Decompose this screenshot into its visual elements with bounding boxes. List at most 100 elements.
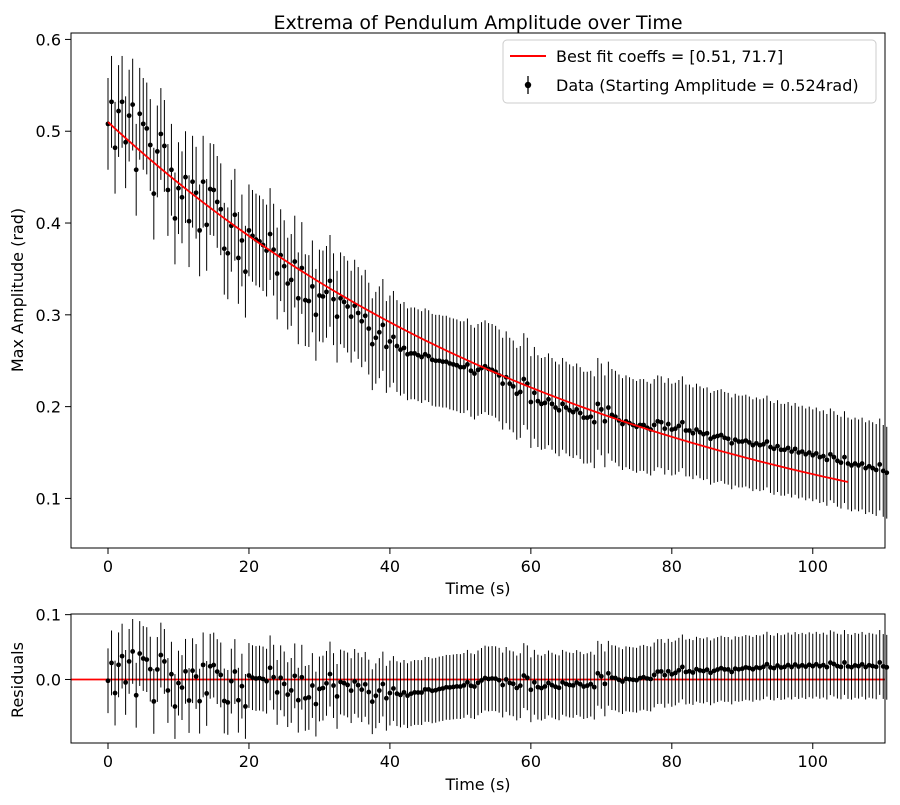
residual-point <box>158 652 164 658</box>
data-point <box>348 314 354 320</box>
main-x-tick-label: 40 <box>380 557 400 576</box>
residual-point <box>169 671 174 677</box>
residuals-x-tick-label: 40 <box>380 752 400 771</box>
data-point <box>870 465 876 471</box>
data-point <box>151 191 157 197</box>
residual-point <box>306 695 312 700</box>
data-point <box>144 126 150 131</box>
residual-point <box>436 686 442 692</box>
residual-point <box>362 681 368 687</box>
residual-point <box>200 662 206 668</box>
residual-point <box>204 691 210 696</box>
residual-point <box>327 671 333 677</box>
data-point <box>556 407 562 413</box>
data-point <box>383 344 389 350</box>
residual-point <box>299 674 305 680</box>
residuals-chart: 0 20 40 60 80 100 0.0 0.1 Time (s) Residuals <box>8 606 890 794</box>
data-point <box>225 250 231 256</box>
main-x-tick-label: 80 <box>662 557 682 576</box>
residual-point <box>281 681 287 687</box>
residual-point <box>820 662 826 668</box>
residual-point <box>486 676 491 682</box>
residual-point <box>546 680 551 686</box>
data-point <box>387 339 393 344</box>
residual-point <box>154 667 160 672</box>
data-point <box>687 428 692 433</box>
residual-point <box>285 692 291 698</box>
data-point <box>320 294 326 299</box>
residual-point <box>172 704 178 709</box>
residual-point <box>475 680 481 686</box>
residual-point <box>324 680 329 686</box>
data-point <box>169 167 174 173</box>
residual-point <box>415 690 421 695</box>
residual-point <box>186 698 192 703</box>
data-point <box>398 347 403 353</box>
data-point <box>704 430 710 436</box>
data-point <box>753 440 759 446</box>
data-point <box>778 447 784 453</box>
legend-data-label: Data (Starting Amplitude = 0.524rad) <box>556 76 859 95</box>
residual-point <box>218 672 224 678</box>
residual-point <box>750 666 756 672</box>
data-point <box>331 296 336 302</box>
data-point <box>292 259 298 264</box>
residual-point <box>144 657 150 662</box>
residuals-x-tick-label: 80 <box>662 752 682 771</box>
residual-point <box>623 676 629 682</box>
data-point <box>176 185 181 191</box>
residual-point <box>130 649 136 654</box>
data-point <box>200 179 206 185</box>
residual-point <box>119 653 125 659</box>
residual-point <box>443 684 449 690</box>
main-chart: Extrema of Pendulum Amplitude over Time … <box>8 12 890 598</box>
data-point <box>334 314 340 320</box>
data-point <box>362 313 368 319</box>
data-point <box>306 298 312 304</box>
data-point <box>718 432 724 438</box>
data-point <box>651 422 657 428</box>
residual-point <box>672 670 678 676</box>
data-point <box>422 351 428 357</box>
residual-point <box>419 690 425 695</box>
data-point <box>813 451 819 456</box>
residual-point <box>556 685 562 691</box>
data-point <box>373 335 379 341</box>
residual-point <box>514 685 520 691</box>
main-y-tick-label: 0.5 <box>36 122 61 141</box>
data-point <box>581 415 587 421</box>
data-point <box>609 412 615 418</box>
data-point <box>598 406 604 412</box>
data-point <box>415 352 421 358</box>
residual-point <box>531 679 537 685</box>
data-point <box>521 376 527 382</box>
residual-point <box>785 662 791 668</box>
residual-point <box>634 677 639 683</box>
data-point <box>221 246 227 252</box>
residual-point <box>243 704 248 709</box>
data-point <box>517 389 523 395</box>
residual-point <box>729 669 735 675</box>
residual-point <box>595 670 601 676</box>
residual-point <box>831 661 837 667</box>
data-point <box>376 329 382 335</box>
residual-point <box>412 690 417 695</box>
data-point <box>775 443 780 449</box>
residual-point <box>105 678 111 684</box>
data-point <box>211 187 217 193</box>
residual-point <box>391 686 396 691</box>
main-y-tick-label: 0.1 <box>36 489 61 508</box>
residuals-x-tick-label: 0 <box>103 752 113 771</box>
data-point <box>123 139 129 145</box>
residual-point <box>190 668 195 674</box>
residual-point <box>126 658 132 664</box>
residual-point <box>228 678 234 684</box>
residual-point <box>112 690 118 696</box>
residual-point <box>133 692 139 698</box>
data-point <box>193 190 199 196</box>
data-point <box>197 227 203 233</box>
residual-point <box>771 665 777 671</box>
residual-point <box>235 697 241 703</box>
residuals-y-tick-label: 0.1 <box>36 606 61 625</box>
residual-point <box>651 672 657 678</box>
